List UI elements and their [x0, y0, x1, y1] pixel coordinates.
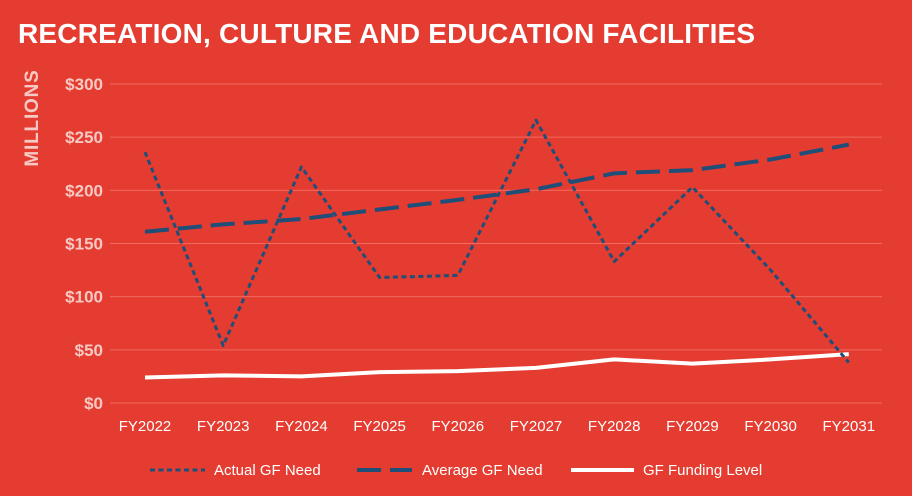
y-tick-label: $300 [65, 75, 103, 94]
gridlines [110, 83, 882, 404]
y-tick-label: $50 [75, 341, 103, 360]
series-line-average-gf-need [144, 142, 850, 234]
legend-label: Average GF Need [422, 462, 543, 479]
x-tick-label: FY2030 [744, 418, 797, 435]
series-line-gf-funding-level [144, 352, 849, 380]
x-tick-label: FY2028 [588, 418, 641, 435]
x-tick-label: FY2023 [197, 418, 250, 435]
x-tick-label: FY2027 [510, 418, 563, 435]
y-axis-ticks: $0 $50 $100 $150 $200 $250 $300 [65, 75, 103, 413]
y-tick-label: $0 [84, 394, 103, 413]
legend-label: GF Funding Level [643, 462, 762, 479]
x-tick-label: FY2031 [823, 418, 876, 435]
legend: Actual GF Need Average GF Need GF Funding … [150, 462, 762, 479]
x-axis-ticks: FY2022 FY2023 FY2024 FY2025 FY2026 FY2027 FY20… [119, 418, 875, 435]
y-tick-label: $150 [65, 235, 103, 254]
x-tick-label: FY2029 [666, 418, 719, 435]
x-tick-label: FY2024 [275, 418, 328, 435]
x-tick-label: FY2026 [432, 418, 485, 435]
legend-label: Actual GF Need [214, 462, 321, 479]
x-tick-label: FY2022 [119, 418, 172, 435]
series-lines [143, 118, 850, 380]
y-axis-label: MILLIONS [22, 69, 43, 166]
y-tick-label: $100 [65, 288, 103, 307]
y-tick-label: $250 [65, 128, 103, 147]
x-tick-label: FY2025 [353, 418, 406, 435]
y-tick-label: $200 [65, 181, 103, 200]
chart-title: RECREATION, CULTURE AND EDUCATION FACILI… [18, 18, 756, 49]
series-line-actual-gf-need [143, 118, 850, 364]
